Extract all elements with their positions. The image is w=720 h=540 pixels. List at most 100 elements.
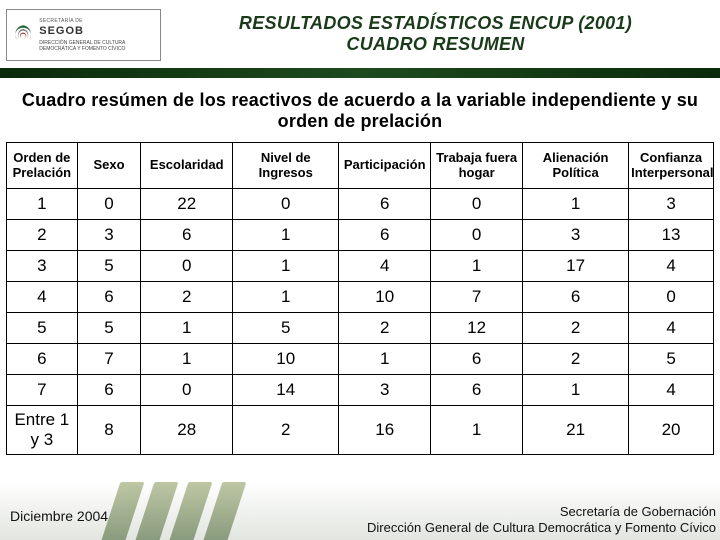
table-cell: 2 bbox=[523, 313, 629, 344]
table-cell: 10 bbox=[233, 344, 339, 375]
table-cell: 2 bbox=[7, 220, 78, 251]
table-title: Cuadro resúmen de los reactivos de acuer… bbox=[6, 84, 714, 142]
table-cell: 7 bbox=[431, 282, 523, 313]
footer-decor-stripes bbox=[100, 482, 301, 540]
table-cell: 5 bbox=[629, 344, 714, 375]
table-cell: 6 bbox=[339, 189, 431, 220]
table-cell: 1 bbox=[431, 406, 523, 455]
table-cell: 6 bbox=[77, 375, 141, 406]
footer-credit-2: Dirección General de Cultura Democrática… bbox=[367, 520, 716, 536]
col-header: Trabaja fuera hogar bbox=[431, 143, 523, 189]
table-cell: 3 bbox=[339, 375, 431, 406]
table-cell: 13 bbox=[629, 220, 714, 251]
table-area: Cuadro resúmen de los reactivos de acuer… bbox=[0, 78, 720, 455]
table-cell: 2 bbox=[339, 313, 431, 344]
table-cell: 6 bbox=[339, 220, 431, 251]
table-row: 236160313 bbox=[7, 220, 714, 251]
header-green-bar bbox=[0, 68, 720, 78]
table-cell: 21 bbox=[523, 406, 629, 455]
table-cell: 3 bbox=[77, 220, 141, 251]
table-cell: 5 bbox=[233, 313, 339, 344]
col-header: Escolaridad bbox=[141, 143, 233, 189]
table-row: 760143614 bbox=[7, 375, 714, 406]
table-cell: 4 bbox=[629, 251, 714, 282]
table-cell: 1 bbox=[233, 220, 339, 251]
table-cell: 2 bbox=[233, 406, 339, 455]
table-cell: 3 bbox=[523, 220, 629, 251]
table-cell: 5 bbox=[77, 313, 141, 344]
table-cell: 4 bbox=[7, 282, 78, 313]
table-row: Entre 1 y 382821612120 bbox=[7, 406, 714, 455]
table-cell: 2 bbox=[523, 344, 629, 375]
footer-credit-1: Secretaría de Gobernación bbox=[367, 504, 716, 520]
footer-bar: Diciembre 2004 Secretaría de Gobernación… bbox=[0, 482, 720, 540]
org-small: SECRETARÍA DE bbox=[39, 18, 156, 24]
footer-date: Diciembre 2004 bbox=[10, 508, 108, 536]
col-header: Nivel de Ingresos bbox=[233, 143, 339, 189]
table-cell: 4 bbox=[629, 313, 714, 344]
table-cell: 0 bbox=[431, 189, 523, 220]
table-cell: 1 bbox=[233, 282, 339, 313]
summary-table: Orden de Prelación Sexo Escolaridad Nive… bbox=[6, 142, 714, 455]
table-row: 462110760 bbox=[7, 282, 714, 313]
table-cell: 0 bbox=[629, 282, 714, 313]
col-header: Orden de Prelación bbox=[7, 143, 78, 189]
table-row: 102206013 bbox=[7, 189, 714, 220]
table-cell: 4 bbox=[339, 251, 431, 282]
table-cell: 6 bbox=[77, 282, 141, 313]
table-cell: 5 bbox=[77, 251, 141, 282]
table-cell: 6 bbox=[141, 220, 233, 251]
table-row: 551521224 bbox=[7, 313, 714, 344]
table-cell: 6 bbox=[7, 344, 78, 375]
title-line-2: CUADRO RESUMEN bbox=[161, 34, 710, 55]
table-cell: 0 bbox=[77, 189, 141, 220]
table-cell: 20 bbox=[629, 406, 714, 455]
col-header: Participación bbox=[339, 143, 431, 189]
org-logo: SECRETARÍA DE SEGOB DIRECCIÓN GENERAL DE… bbox=[6, 9, 161, 61]
table-cell: Entre 1 y 3 bbox=[7, 406, 78, 455]
header-bar: SECRETARÍA DE SEGOB DIRECCIÓN GENERAL DE… bbox=[0, 0, 720, 68]
table-cell: 1 bbox=[141, 313, 233, 344]
table-cell: 12 bbox=[431, 313, 523, 344]
table-cell: 8 bbox=[77, 406, 141, 455]
page-title: RESULTADOS ESTADÍSTICOS ENCUP (2001) CUA… bbox=[161, 13, 720, 55]
table-cell: 6 bbox=[431, 344, 523, 375]
table-cell: 7 bbox=[7, 375, 78, 406]
col-header: Sexo bbox=[77, 143, 141, 189]
table-cell: 4 bbox=[629, 375, 714, 406]
title-line-1: RESULTADOS ESTADÍSTICOS ENCUP (2001) bbox=[161, 13, 710, 34]
footer-credits: Secretaría de Gobernación Dirección Gene… bbox=[367, 504, 716, 537]
table-row: 671101625 bbox=[7, 344, 714, 375]
table-cell: 6 bbox=[523, 282, 629, 313]
table-cell: 3 bbox=[7, 251, 78, 282]
table-cell: 1 bbox=[431, 251, 523, 282]
table-cell: 0 bbox=[431, 220, 523, 251]
table-cell: 10 bbox=[339, 282, 431, 313]
table-cell: 1 bbox=[523, 189, 629, 220]
table-header-row: Orden de Prelación Sexo Escolaridad Nive… bbox=[7, 143, 714, 189]
col-header: Confianza Interpersonal bbox=[629, 143, 714, 189]
table-cell: 1 bbox=[233, 251, 339, 282]
table-cell: 5 bbox=[7, 313, 78, 344]
table-cell: 7 bbox=[77, 344, 141, 375]
table-cell: 1 bbox=[7, 189, 78, 220]
logo-text: SECRETARÍA DE SEGOB DIRECCIÓN GENERAL DE… bbox=[39, 18, 156, 52]
logo-swirl-icon bbox=[11, 17, 35, 53]
table-cell: 16 bbox=[339, 406, 431, 455]
table-cell: 0 bbox=[141, 375, 233, 406]
table-cell: 17 bbox=[523, 251, 629, 282]
org-sub: DIRECCIÓN GENERAL DE CULTURA DEMOCRÁTICA… bbox=[39, 41, 156, 52]
table-row: 350141174 bbox=[7, 251, 714, 282]
table-cell: 0 bbox=[233, 189, 339, 220]
table-cell: 3 bbox=[629, 189, 714, 220]
table-cell: 0 bbox=[141, 251, 233, 282]
table-cell: 1 bbox=[339, 344, 431, 375]
table-cell: 2 bbox=[141, 282, 233, 313]
table-cell: 6 bbox=[431, 375, 523, 406]
table-cell: 1 bbox=[523, 375, 629, 406]
table-cell: 22 bbox=[141, 189, 233, 220]
table-cell: 28 bbox=[141, 406, 233, 455]
org-big: SEGOB bbox=[39, 25, 156, 37]
table-cell: 14 bbox=[233, 375, 339, 406]
col-header: Alienación Política bbox=[523, 143, 629, 189]
